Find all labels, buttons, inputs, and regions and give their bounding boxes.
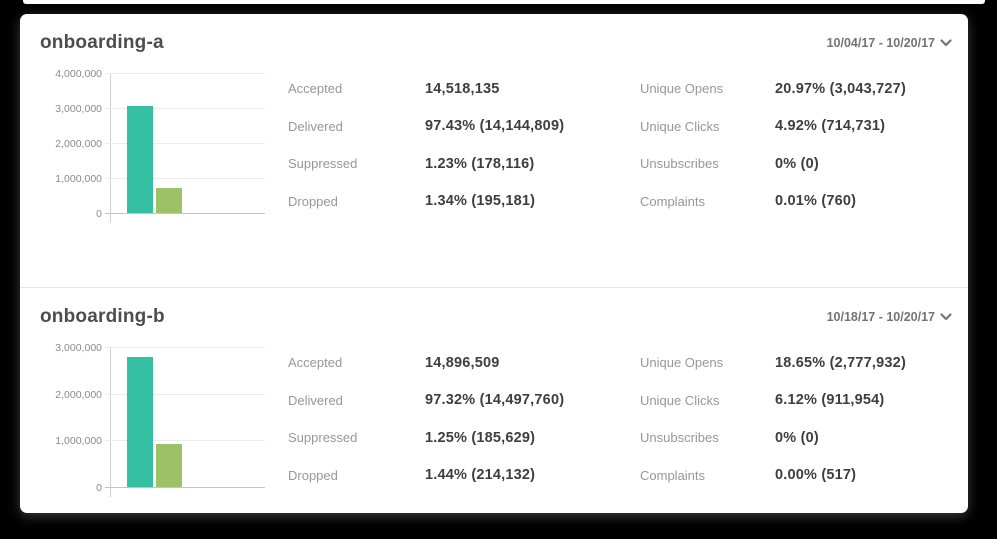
gridline: [105, 440, 265, 442]
date-range-label: 10/04/17 - 10/20/17: [826, 35, 935, 50]
stat-label: Unsubscribes: [640, 156, 719, 172]
stat-label: Dropped: [288, 193, 338, 209]
date-range-dropdown[interactable]: 10/18/17 - 10/20/17: [827, 310, 952, 324]
stat-label: Dropped: [288, 467, 338, 483]
stat-value: 1.44% (214,132): [425, 467, 536, 484]
stat-value: 97.32% (14,497,760): [425, 392, 565, 409]
stat-value: 0.00% (517): [775, 467, 857, 484]
stat-value: 20.97% (3,043,727): [775, 80, 906, 97]
x-axis-line: [105, 487, 265, 488]
stats-grid: Accepted 14,518,135 Unique Opens 20.97% …: [288, 70, 948, 220]
y-tick-label: 3,000,000: [55, 103, 102, 115]
x-axis-line: [105, 213, 265, 214]
gridline: [105, 143, 265, 144]
bar-unique-clicks: [156, 444, 182, 487]
chevron-down-icon: [940, 312, 952, 321]
y-axis-line: [110, 74, 111, 223]
y-tick-label: 2,000,000: [55, 138, 102, 150]
gridline: [105, 108, 265, 109]
y-axis: 0 1,000,000 2,000,000 3,000,000 4,000,000: [38, 68, 110, 220]
gridline: [105, 393, 265, 395]
stat-label: Accepted: [288, 81, 343, 97]
y-tick-label: 1,000,000: [55, 435, 102, 448]
date-range-label: 10/18/17 - 10/20/17: [826, 309, 935, 324]
stat-value: 97.43% (14,144,809): [425, 118, 565, 135]
partial-card-above: [23, 0, 985, 4]
stat-value: 1.25% (185,629): [425, 429, 536, 446]
bar-chart: 0 1,000,000 2,000,000 3,000,000 4,000,000: [38, 60, 268, 223]
chevron-down-icon: [940, 38, 952, 47]
stat-value: 6.12% (911,954): [775, 392, 885, 409]
stat-value: 18.65% (2,777,932): [775, 354, 906, 371]
bar-unique-opens: [127, 357, 153, 487]
chart-plot: [105, 73, 265, 223]
stat-label: Accepted: [288, 355, 343, 371]
stat-value: 0% (0): [775, 429, 819, 446]
stat-label: Delivered: [288, 392, 343, 408]
card-header: onboarding-b 10/18/17 - 10/20/17: [20, 288, 968, 330]
date-range-dropdown[interactable]: 10/04/17 - 10/20/17: [827, 36, 952, 50]
stat-value: 0.01% (760): [775, 193, 857, 210]
bar-chart: 0 1,000,000 2,000,000 3,000,000: [38, 334, 268, 497]
stat-label: Unique Clicks: [640, 118, 720, 134]
chart-plot: [105, 347, 265, 497]
stat-label: Delivered: [288, 118, 343, 134]
card-body: 0 1,000,000 2,000,000 3,000,000 Accepted 14…: [20, 330, 968, 497]
stats-grid: Accepted 14,896,509 Unique Opens 18.65% …: [288, 344, 948, 494]
stat-value: 1.23% (178,116): [425, 155, 535, 172]
stat-label: Suppressed: [288, 156, 358, 172]
y-tick-label: 4,000,000: [55, 68, 102, 80]
stat-value: 0% (0): [775, 155, 819, 172]
campaign-card-onboarding-b: onboarding-b 10/18/17 - 10/20/17 0 1,000,…: [20, 288, 968, 512]
y-tick-label: 0: [96, 208, 102, 220]
card-body: 0 1,000,000 2,000,000 3,000,000 4,000,000 Ac…: [20, 56, 968, 223]
y-axis: 0 1,000,000 2,000,000 3,000,000: [38, 342, 110, 494]
stat-value: 4.92% (714,731): [775, 118, 886, 135]
gridline: [105, 347, 265, 348]
y-tick-label: 2,000,000: [55, 388, 102, 401]
y-axis-line: [110, 348, 111, 497]
stat-label: Unique Opens: [640, 355, 724, 371]
campaign-card-onboarding-a: onboarding-a 10/04/17 - 10/20/17 0 1,000,…: [20, 14, 968, 288]
stat-label: Unique Opens: [640, 81, 724, 97]
stat-value: 14,518,135: [425, 80, 500, 97]
stat-label: Unsubscribes: [640, 430, 719, 446]
stat-label: Complaints: [640, 193, 706, 209]
stat-label: Suppressed: [288, 430, 358, 446]
y-tick-label: 1,000,000: [55, 173, 102, 185]
stat-label: Complaints: [640, 467, 706, 483]
card-header: onboarding-a 10/04/17 - 10/20/17: [20, 14, 968, 56]
stat-value: 1.34% (195,181): [425, 193, 536, 210]
stat-label: Unique Clicks: [640, 392, 720, 408]
gridline: [105, 73, 265, 74]
stat-value: 14,896,509: [425, 354, 500, 371]
stats-panel: onboarding-a 10/04/17 - 10/20/17 0 1,000,…: [20, 14, 968, 513]
gridline: [105, 178, 265, 179]
y-tick-label: 0: [96, 482, 102, 494]
y-tick-label: 3,000,000: [55, 342, 102, 354]
bar-unique-opens: [127, 106, 153, 213]
card-title: onboarding-a: [40, 31, 164, 53]
bar-unique-clicks: [156, 188, 182, 213]
card-title: onboarding-b: [40, 305, 165, 327]
